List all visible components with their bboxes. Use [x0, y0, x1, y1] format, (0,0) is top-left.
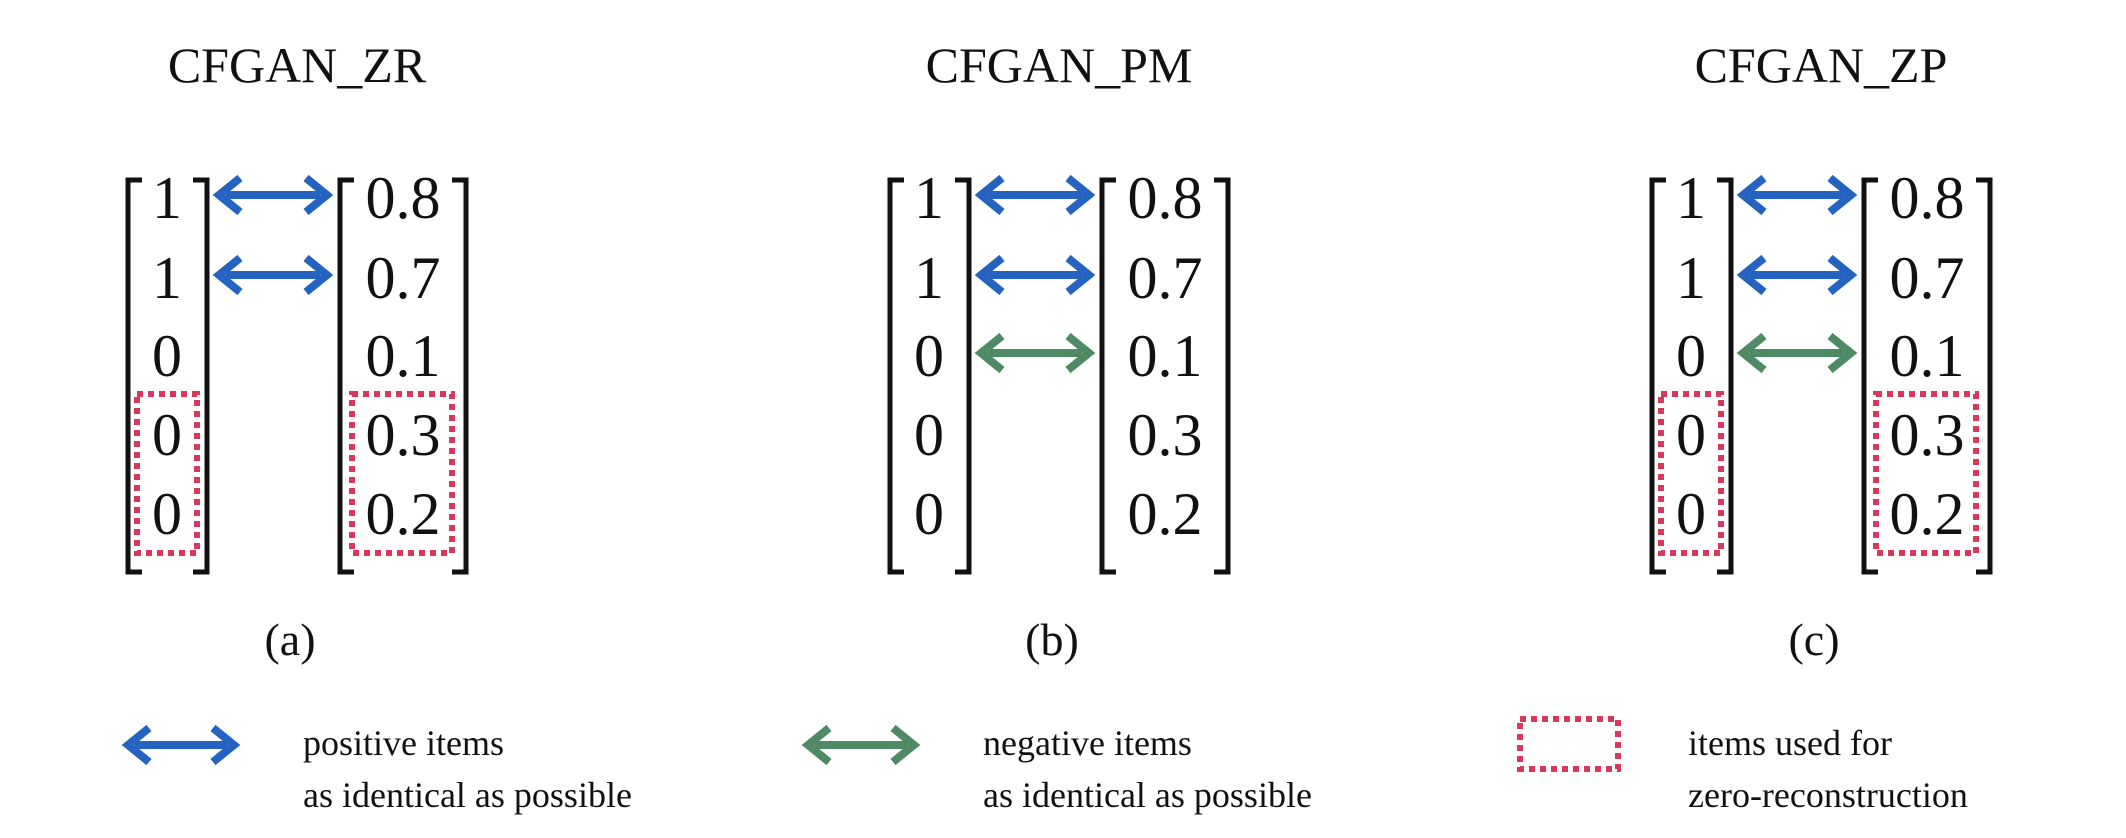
panel-title: CFGAN_PM	[926, 37, 1193, 93]
left-vector-value: 0	[152, 402, 182, 468]
right-vector-brackets	[1099, 177, 1231, 575]
right-vector-value: 0.3	[1128, 402, 1203, 468]
left-vector-value: 1	[914, 165, 944, 231]
legend-label-line2: as identical as possible	[303, 775, 632, 815]
right-vector-value: 0.8	[1128, 165, 1203, 231]
negative-double-arrow-icon	[974, 332, 1096, 374]
legend-label-line1: negative items	[983, 723, 1192, 763]
positive-double-arrow-icon	[974, 254, 1096, 296]
left-vector-brackets	[1649, 177, 1734, 575]
legend-item-positive: positive items as identical as possible	[121, 723, 632, 815]
positive-double-arrow-icon	[212, 174, 334, 216]
panel-b: CFGAN_PM (b) 1 1 0 0 0 0.8 0.7 0.1 0.3 0.2	[887, 37, 1231, 665]
right-vector-value: 0.1	[1128, 323, 1203, 389]
right-vector-value: 0.7	[1890, 245, 1965, 311]
panel-caption: (c)	[1788, 614, 1839, 665]
left-vector-value: 0	[152, 323, 182, 389]
left-vector-brackets	[887, 177, 972, 575]
left-vector-value: 1	[152, 245, 182, 311]
negative-double-arrow-icon	[1736, 332, 1858, 374]
positive-double-arrow-icon	[212, 254, 334, 296]
left-vector-value: 1	[1676, 165, 1706, 231]
right-vector-value: 0.3	[366, 402, 441, 468]
positive-double-arrow-icon	[1736, 174, 1858, 216]
panel-a: CFGAN_ZR (a) 1 1 0 0 0 0.8 0.7 0.1 0.3 0.2	[125, 37, 469, 665]
right-vector-value: 0.7	[366, 245, 441, 311]
left-vector-value: 1	[914, 245, 944, 311]
right-vector-value: 0.2	[366, 481, 441, 547]
right-vector-value: 0.3	[1890, 402, 1965, 468]
zero-reconstruction-box-right	[349, 391, 455, 556]
left-vector-value: 0	[152, 481, 182, 547]
right-vector-value: 0.2	[1128, 481, 1203, 547]
zero-reconstruction-box-right	[1873, 391, 1979, 556]
panel-title: CFGAN_ZR	[168, 37, 427, 93]
legend-label-line2: as identical as possible	[983, 775, 1312, 815]
right-vector-brackets	[337, 177, 469, 575]
panel-c: CFGAN_ZP (c) 1 1 0 0 0 0.8 0.7 0.1 0.3 0.2	[1649, 37, 1993, 665]
left-vector-value: 0	[914, 481, 944, 547]
positive-double-arrow-icon	[1736, 254, 1858, 296]
legend-item-negative: negative items as identical as possible	[801, 723, 1312, 815]
positive-double-arrow-icon	[974, 174, 1096, 216]
left-vector-value: 0	[914, 402, 944, 468]
green-double-arrow-icon	[801, 724, 921, 766]
left-vector-value: 0	[914, 323, 944, 389]
panel-caption: (a)	[264, 614, 315, 665]
panel-title: CFGAN_ZP	[1695, 37, 1948, 93]
right-vector-value: 0.7	[1128, 245, 1203, 311]
left-vector-value: 0	[1676, 481, 1706, 547]
legend-label-line1: positive items	[303, 723, 504, 763]
legend-label-line1: items used for	[1688, 723, 1892, 763]
left-vector-value: 1	[152, 165, 182, 231]
legend-item-zero: items used for zero-reconstruction	[1517, 716, 1968, 815]
left-vector-brackets	[125, 177, 210, 575]
blue-double-arrow-icon	[121, 724, 241, 766]
left-vector-value: 0	[1676, 323, 1706, 389]
right-vector-value: 0.1	[366, 323, 441, 389]
right-vector-value: 0.8	[366, 165, 441, 231]
left-vector-value: 0	[1676, 402, 1706, 468]
left-vector-value: 1	[1676, 245, 1706, 311]
panel-caption: (b)	[1025, 614, 1079, 665]
right-vector-brackets	[1861, 177, 1993, 575]
dotted-box-icon	[1517, 716, 1621, 772]
right-vector-value: 0.8	[1890, 165, 1965, 231]
right-vector-value: 0.1	[1890, 323, 1965, 389]
right-vector-value: 0.2	[1890, 481, 1965, 547]
legend-label-line2: zero-reconstruction	[1688, 775, 1968, 815]
